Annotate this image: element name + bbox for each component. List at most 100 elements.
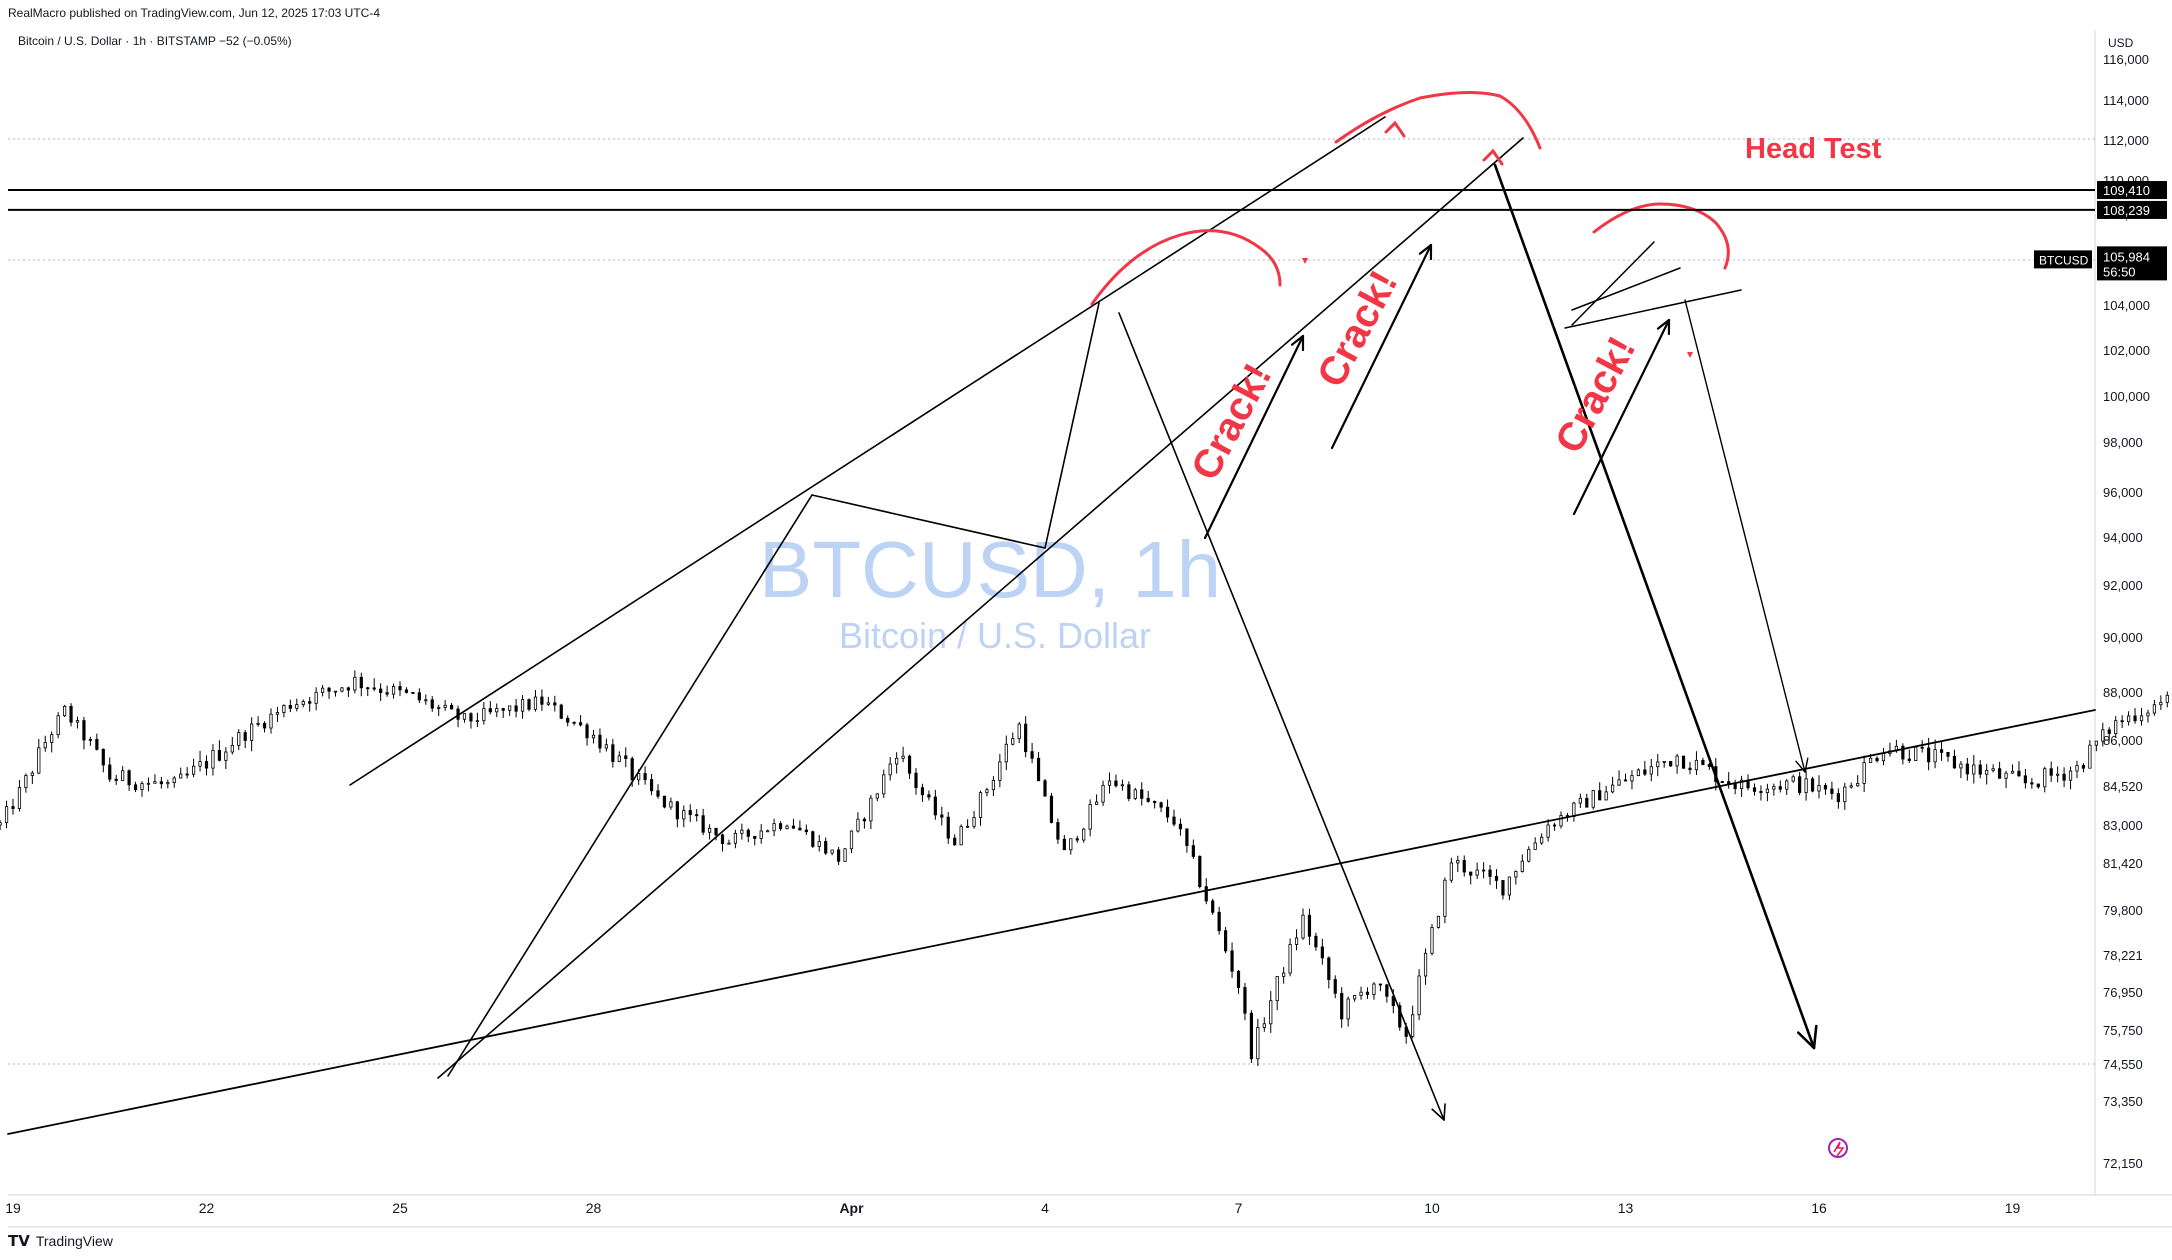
- candle-body: [830, 849, 834, 854]
- candle-body: [817, 841, 821, 847]
- candle-body: [301, 701, 305, 705]
- price-tick-label: 84,520: [2103, 779, 2143, 794]
- candle-body: [901, 755, 905, 759]
- crack-arrow-2: [1330, 243, 1433, 450]
- april-rally-line: [447, 494, 813, 1077]
- candle-body: [153, 781, 157, 784]
- candle-body: [1985, 769, 1989, 775]
- candle-body: [275, 712, 280, 715]
- candle-body: [88, 738, 92, 741]
- candle-body: [2010, 770, 2015, 774]
- candle-body: [720, 834, 725, 844]
- head-test-label: Head Test: [1745, 133, 1882, 165]
- candle-body: [1972, 764, 1976, 775]
- candle-body: [1804, 778, 1808, 793]
- candle-body: [320, 687, 325, 693]
- candle-body: [2075, 765, 2079, 772]
- candle-body: [1178, 823, 1183, 830]
- candle-body: [430, 699, 434, 709]
- crack-arrow-1-head: [1290, 334, 1305, 352]
- candle-body: [772, 823, 776, 832]
- candle-body: [1946, 752, 1950, 757]
- time-tick-label: 7: [1235, 1200, 1243, 1216]
- candle-body: [1443, 879, 1447, 917]
- candle-body: [11, 806, 15, 809]
- candle-body: [1017, 723, 1021, 740]
- candle-body: [417, 692, 421, 701]
- candle-body: [75, 720, 80, 723]
- candle-body: [211, 749, 215, 769]
- candle-body: [146, 782, 151, 785]
- price-tick-label: 72,150: [2103, 1156, 2143, 1171]
- candle-body: [1249, 1012, 1253, 1060]
- candle-body: [1043, 780, 1047, 797]
- candle-body: [972, 817, 976, 827]
- candle-body: [959, 826, 963, 846]
- candle-body: [346, 687, 351, 691]
- candle-body: [998, 761, 1002, 781]
- crack-label-2: Crack!: [1309, 264, 1406, 395]
- candle-body: [953, 837, 957, 846]
- candle-body: [1501, 880, 1505, 896]
- candle-body: [1456, 860, 1460, 864]
- last-price-countdown: 56:50: [2103, 264, 2136, 279]
- candle-body: [1978, 764, 1982, 775]
- watermark-subtitle: Bitcoin / U.S. Dollar: [839, 615, 1151, 656]
- candle-body: [1785, 780, 1789, 790]
- candle-body: [262, 722, 267, 729]
- candle-body: [2139, 715, 2144, 722]
- tradingview-logo[interactable]: 𝗧𝗩 TradingView: [8, 1232, 113, 1250]
- last-price-tag-bg: [2097, 246, 2167, 281]
- level-tag-bg: [2097, 181, 2167, 200]
- candle-body: [327, 687, 331, 692]
- candle-body: [1062, 838, 1066, 851]
- candle-body: [50, 734, 54, 743]
- candle-body: [753, 835, 757, 839]
- candle-body: [662, 795, 667, 808]
- candle-body: [69, 705, 73, 723]
- candle-body: [611, 744, 615, 763]
- drop-arrow-3-head: [1795, 757, 1809, 773]
- candle-body: [669, 801, 673, 808]
- candle-body: [1798, 776, 1802, 793]
- candle-body: [1733, 783, 1737, 790]
- candle-body: [269, 713, 273, 729]
- candle-body: [1411, 1014, 1415, 1037]
- candle-body: [82, 720, 86, 741]
- candle-body: [862, 818, 867, 822]
- candle-body: [1675, 755, 1679, 767]
- candle-body: [1049, 795, 1054, 823]
- candle-body: [630, 758, 634, 781]
- candle-body: [1688, 767, 1692, 771]
- time-tick-label: 10: [1424, 1200, 1440, 1216]
- candle-body: [1559, 815, 1563, 827]
- candle-body: [475, 720, 480, 723]
- candle-body: [1082, 828, 1086, 841]
- candle-body: [114, 778, 118, 781]
- crack-arrow-3: [1572, 318, 1671, 516]
- candle-body: [1391, 995, 1395, 1007]
- candle-body: [566, 717, 570, 723]
- candle-body: [991, 779, 996, 791]
- candle-body: [1140, 789, 1144, 799]
- price-tick-label: 116,000: [2103, 52, 2149, 67]
- candle-body: [1075, 838, 1079, 841]
- candle-body: [1294, 937, 1299, 945]
- symbol-tag: BTCUSD: [2039, 253, 2089, 267]
- candle-body: [1475, 869, 1479, 876]
- candle-body: [1881, 753, 1886, 762]
- candle-body: [1307, 914, 1312, 937]
- price-tick-label: 78,221: [2103, 948, 2143, 963]
- candle-body: [598, 734, 602, 749]
- candle-body: [1269, 1000, 1273, 1025]
- candle-body: [159, 781, 163, 785]
- candle-body: [469, 713, 473, 722]
- price-tick-label: 92,000: [2103, 578, 2143, 593]
- candle-body: [2107, 729, 2111, 734]
- price-tick-label: 98,000: [2103, 435, 2143, 450]
- candle-body: [759, 830, 763, 839]
- candle-body: [656, 790, 660, 797]
- crack-arrow-1: [1203, 334, 1305, 540]
- candle-body: [314, 691, 318, 704]
